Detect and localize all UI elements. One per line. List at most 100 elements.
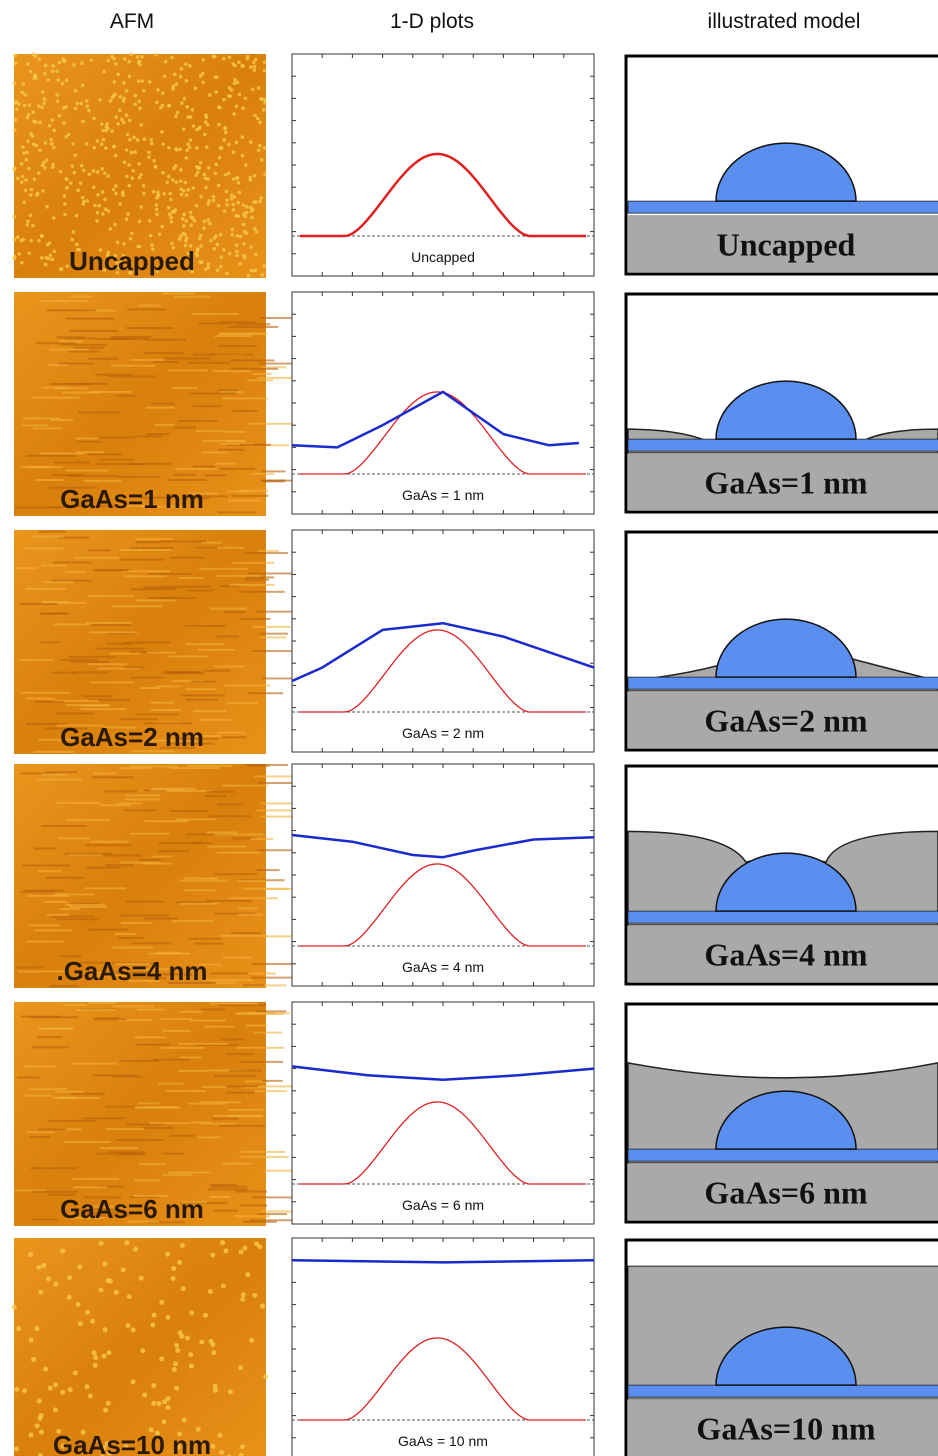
afm-dot: [23, 93, 27, 97]
afm-dot: [82, 168, 86, 172]
afm-dot: [263, 146, 267, 150]
afm-dot: [43, 166, 47, 170]
afm-dot: [230, 233, 234, 237]
afm-streak: [252, 373, 272, 375]
afm-dot: [161, 92, 165, 96]
afm-dot: [201, 81, 205, 85]
afm-dot: [245, 211, 249, 215]
afm-dot: [160, 225, 164, 229]
afm-streak: [146, 433, 170, 435]
afm-streak: [144, 820, 187, 822]
afm-streak: [228, 897, 278, 899]
afm-streak: [253, 473, 275, 475]
afm-streak: [192, 405, 221, 407]
afm-dot: [228, 86, 232, 90]
afm-dot: [29, 193, 33, 197]
afm-streak: [35, 479, 64, 481]
afm-dot: [125, 113, 129, 117]
afm-streak: [259, 633, 288, 635]
afm-dot: [139, 205, 143, 209]
afm-dot: [203, 133, 207, 137]
afm-streak: [172, 920, 213, 922]
afm-streak: [40, 641, 60, 643]
afm-dot: [219, 1450, 224, 1455]
afm-dot: [39, 1430, 44, 1435]
afm-dot: [203, 1313, 208, 1318]
afm-dot: [257, 149, 261, 153]
afm-streak: [38, 870, 62, 872]
afm-dot: [16, 235, 20, 239]
afm-dot: [106, 59, 110, 63]
afm-dot: [44, 256, 48, 260]
afm-dot: [238, 93, 242, 97]
afm-dot: [25, 223, 29, 227]
afm-streak: [210, 1196, 231, 1198]
afm-dot: [243, 215, 247, 219]
afm-streak: [159, 850, 190, 852]
afm-dot: [12, 168, 16, 172]
afm-dot: [140, 123, 144, 127]
afm-dot: [195, 146, 199, 150]
afm-dot: [147, 151, 151, 155]
afm-dot: [233, 195, 237, 199]
afm-dot: [37, 1416, 42, 1421]
afm-dot: [77, 1264, 82, 1269]
afm-streak: [188, 938, 221, 940]
afm-dot: [38, 1290, 43, 1295]
afm-dot: [121, 1267, 126, 1272]
afm-streak: [72, 1178, 119, 1180]
afm-dot: [114, 192, 118, 196]
afm-dot: [147, 155, 151, 159]
afm-streak: [32, 1218, 58, 1220]
afm-streak: [55, 802, 100, 804]
afm-dot: [28, 1252, 33, 1257]
afm-streak: [71, 1093, 105, 1095]
afm-dot: [158, 232, 162, 236]
afm-streak: [64, 853, 111, 855]
afm-dot: [148, 80, 152, 84]
afm-dot: [227, 143, 231, 147]
afm-dot: [131, 176, 135, 180]
afm-streak: [95, 1017, 118, 1019]
afm-dot: [13, 255, 17, 259]
afm-dot: [257, 1244, 262, 1249]
afm-dot: [60, 1249, 65, 1254]
afm-dot: [194, 87, 198, 91]
afm-dot: [110, 55, 114, 59]
afm-streak: [136, 541, 162, 543]
afm-dot: [128, 119, 132, 123]
afm-dot: [263, 172, 267, 176]
afm-dot: [184, 62, 188, 66]
afm-streak: [214, 468, 255, 470]
afm-streak: [153, 361, 178, 363]
afm-dot: [221, 1284, 226, 1289]
afm-dot: [208, 1289, 213, 1294]
afm-dot: [199, 1340, 204, 1345]
afm-dot: [263, 101, 267, 105]
afm-dot: [56, 78, 60, 82]
afm-dot: [263, 69, 267, 73]
afm-dot: [86, 105, 90, 109]
afm-dot: [253, 227, 257, 231]
afm-dot: [192, 124, 196, 128]
afm-streak: [260, 802, 292, 804]
afm-streak: [112, 947, 152, 949]
afm-streak: [194, 943, 223, 945]
afm-streak: [83, 695, 112, 697]
afm-dot: [112, 188, 116, 192]
afm-dot: [206, 218, 210, 222]
afm-label: .GaAs=4 nm: [56, 956, 207, 986]
afm-streak: [240, 444, 271, 446]
afm-dot: [217, 204, 221, 208]
afm-dot: [29, 214, 33, 218]
afm-streak: [31, 397, 80, 399]
afm-dot: [116, 241, 120, 245]
afm-dot: [41, 163, 45, 167]
afm-streak: [235, 1191, 267, 1193]
afm-dot: [220, 255, 224, 259]
afm-streak: [207, 791, 235, 793]
afm-dot: [168, 212, 172, 216]
afm-streak: [205, 474, 227, 476]
afm-dot: [189, 224, 193, 228]
afm-streak: [139, 1102, 160, 1104]
